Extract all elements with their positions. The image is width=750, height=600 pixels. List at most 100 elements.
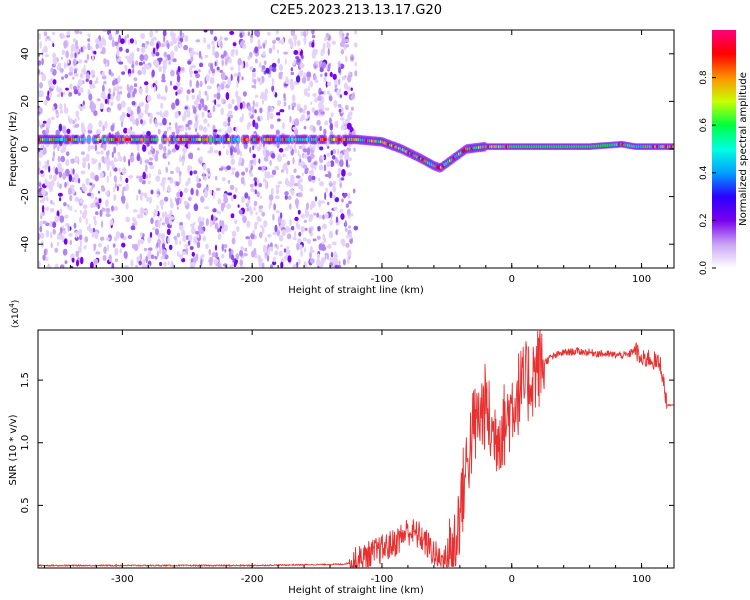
spectrogram-cell (199, 80, 203, 88)
spectrogram-cell (309, 258, 315, 264)
spectrogram-cell (339, 63, 345, 70)
spectrogram-cell (136, 175, 139, 179)
spectrogram-cell (305, 264, 308, 268)
spectrogram-cell (79, 209, 82, 215)
spectrogram-cell (83, 64, 86, 73)
spectrogram-cell (319, 181, 325, 187)
spectrogram-cell (323, 164, 327, 172)
spectrogram-cell (38, 232, 41, 241)
spectrogram-cell (258, 209, 263, 213)
spectrogram-cell (252, 145, 255, 151)
spectrogram-cell (131, 64, 135, 69)
spectrogram-cell (129, 155, 135, 163)
spectrogram-cell (59, 226, 63, 234)
spectrogram-cell (205, 74, 210, 82)
spectrogram-cell (347, 192, 351, 199)
spectrogram-cell (176, 89, 182, 95)
spectrogram-cell (349, 213, 354, 217)
spectrogram-cell (81, 151, 85, 156)
spectrogram-cell (68, 174, 73, 182)
spectrogram-cell (121, 167, 127, 175)
spectrogram-cell (219, 167, 223, 171)
spectrogram-cell (206, 94, 209, 102)
spectrogram-cell (189, 246, 194, 250)
spectrogram-cell (94, 144, 98, 152)
y-tick-label: -40 (20, 236, 31, 252)
spectrogram-cell (213, 36, 218, 42)
spectrogram-cell (210, 30, 214, 35)
spectrogram-cell (60, 109, 63, 114)
spectrogram-cell (163, 34, 166, 43)
spectrogram-cell (272, 256, 276, 263)
spectrogram-cell (257, 166, 263, 171)
spectrogram-cell (51, 31, 56, 35)
spectrogram-cell (235, 126, 238, 133)
spectrogram-cell (52, 221, 57, 228)
spectrogram-cell (53, 165, 56, 174)
spectrogram-cell (157, 168, 162, 175)
spectrogram-cell (59, 208, 62, 215)
spectrogram-cell (189, 50, 194, 57)
spectrogram-cell (99, 171, 104, 179)
spectrogram-cell (336, 159, 339, 163)
spectrogram-cell (136, 143, 140, 152)
spectrogram-cell (166, 214, 172, 218)
spectrogram-cell (287, 144, 290, 149)
spectrogram-cell (91, 157, 95, 162)
spectrogram-cell (225, 92, 230, 100)
spectrogram-cell (44, 38, 48, 42)
spectrogram-cell (179, 191, 183, 198)
spectrogram-cell (316, 119, 321, 126)
spectrogram-cell (152, 227, 157, 231)
spectrogram-cell (190, 262, 196, 267)
spectrogram-cell (91, 55, 94, 62)
spectrogram-cell (258, 260, 263, 267)
spectrogram-cell (244, 192, 249, 199)
spectrogram-cell (140, 118, 143, 125)
spectrogram-cell (63, 238, 68, 245)
spectrogram-cell (191, 251, 195, 257)
spectrogram-cell (249, 159, 255, 165)
spectrogram-cell (44, 99, 48, 106)
colorbar: 0.0 0.2 0.4 0.6 0.8 Normalized spectral ampl… (699, 30, 749, 275)
spectrogram-cell (293, 34, 298, 41)
spectrogram-cell (226, 112, 230, 118)
spectrogram-cell (102, 255, 107, 261)
spectrogram-cell (325, 81, 328, 88)
spectrogram-cell (52, 228, 56, 235)
spectrogram-cell (227, 116, 231, 123)
spectrogram-cell (227, 78, 232, 86)
spectrogram-cell (65, 151, 70, 157)
snr-marks (38, 330, 674, 568)
spectrogram-cell (193, 203, 199, 212)
spectrogram-cell (98, 198, 102, 204)
spectrogram-cell (229, 184, 235, 191)
spectrogram-cell (347, 172, 352, 177)
spectrogram-cell (301, 172, 304, 176)
spectrogram-cell (57, 155, 61, 163)
spectrogram-cell (253, 206, 256, 212)
spectrogram-cell (218, 150, 221, 156)
spectrogram-cell (351, 92, 356, 100)
snr-line-series (38, 330, 674, 568)
spectrogram-cell (113, 236, 118, 242)
spectrogram-cell (319, 125, 322, 132)
spectrogram-cell (153, 47, 156, 55)
spectrogram-cell (350, 87, 353, 91)
spectrogram-cell (78, 104, 81, 110)
spectrogram-cell (54, 263, 59, 268)
spectrogram-cell (160, 255, 165, 260)
spectrogram-cell (101, 220, 104, 229)
spectrogram-cell (140, 90, 143, 95)
spectrogram-cell (344, 44, 350, 48)
spectrogram-cell (236, 225, 240, 232)
spectrogram-cell (198, 103, 202, 111)
spectrogram-cell (106, 175, 109, 183)
spectrogram-cell (331, 155, 336, 160)
spectrogram-cell (104, 121, 108, 129)
spectrogram-cell (42, 120, 47, 124)
spectrogram-cell (125, 216, 131, 223)
spectrogram-cell (267, 249, 270, 256)
spectrogram-cell (196, 132, 199, 136)
spectrogram-cell (335, 257, 338, 265)
